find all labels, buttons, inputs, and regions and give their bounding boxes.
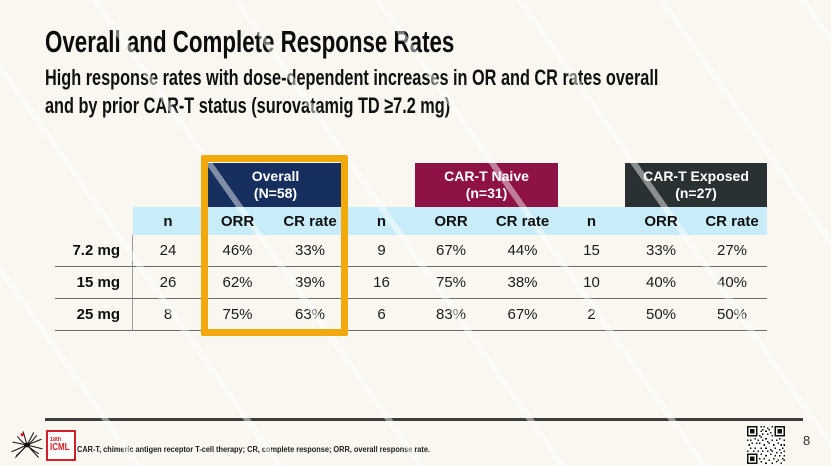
table-cell: 67% [415,235,487,267]
group-name: CAR-T Exposed [643,168,749,185]
table-cell: 10 [558,267,625,299]
subheader-orr: ORR [644,212,678,230]
subtitle-line-2: and by prior CAR-T status (surovatamig T… [45,93,451,119]
group-name: Overall [251,168,300,185]
icml-logo: 18th ICML [10,428,76,462]
subtitle-line-1: High response rates with dose-dependent … [45,65,659,90]
row-label-15mg: 15 mg [55,267,133,299]
group-count: (n=31) [465,185,508,201]
table-cell: 2 [558,299,625,331]
table-cell: 27% [697,235,767,267]
group-count: (N=58) [253,185,298,201]
table-cell: 26 [133,267,203,299]
abbreviations-footnote: CAR-T, chimeric antigen receptor T-cell … [77,445,430,454]
table-cell: 46% [203,235,272,267]
icml-logo-badge: 18th ICML [46,429,76,461]
table-cell: 33% [625,235,697,267]
table-cell: 6 [348,299,415,331]
table-cell: 50% [625,299,697,331]
subheader-n: n [163,212,173,230]
qr-code [747,426,785,464]
response-rates-table: Overall (N=58) CAR-T Naive (n=31) CAR-T … [55,155,767,336]
table-cell: 40% [625,267,697,299]
footer-divider [45,418,803,421]
table-cell: 62% [203,267,272,299]
subheader-n: n [376,212,387,230]
page-title: Overall and Complete Response Rates [45,24,455,59]
table-cell: 75% [415,267,487,299]
table-cell: 33% [272,235,348,267]
row-label-25mg: 25 mg [55,299,133,331]
table-cell: 8 [133,299,203,331]
table-cell: 40% [697,267,767,299]
logo-line-2: ICML [50,442,70,453]
table-cell: 15 [558,235,625,267]
subheader-cr-rate: CR rate [705,212,759,230]
table-cell: 9 [348,235,415,267]
table-cell: 16 [348,267,415,299]
group-name: CAR-T Naive [444,168,529,185]
table-cell: 44% [487,235,558,267]
group-count: (n=27) [675,185,717,201]
logo-line-1: 18th [50,437,62,443]
subheader-n: n [586,212,597,230]
slide-subtitle: High response rates with dose-dependent … [45,64,658,120]
table-cell: 67% [487,299,558,331]
subheader-orr: ORR [220,212,255,230]
table-cell: 50% [697,299,767,331]
table-cell: 38% [487,267,558,299]
subheader-cr-rate: CR rate [283,212,337,230]
group-header-cart-exposed: CAR-T Exposed (n=27) [625,163,767,207]
table-cell: 39% [272,267,348,299]
row-label-7-2mg: 7.2 mg [55,235,133,267]
table-cell: 63% [272,299,348,331]
icml-starburst-icon [11,431,43,458]
table-cell: 75% [203,299,272,331]
table-cell: 83% [415,299,487,331]
subheader-cr-rate: CR rate [495,212,550,230]
group-header-cart-naive: CAR-T Naive (n=31) [415,163,558,207]
group-header-overall: Overall (N=58) [203,163,348,207]
subheader-band [133,207,767,235]
page-number: 8 [803,433,811,448]
subheader-orr: ORR [434,212,468,230]
table-cell: 24 [133,235,203,267]
